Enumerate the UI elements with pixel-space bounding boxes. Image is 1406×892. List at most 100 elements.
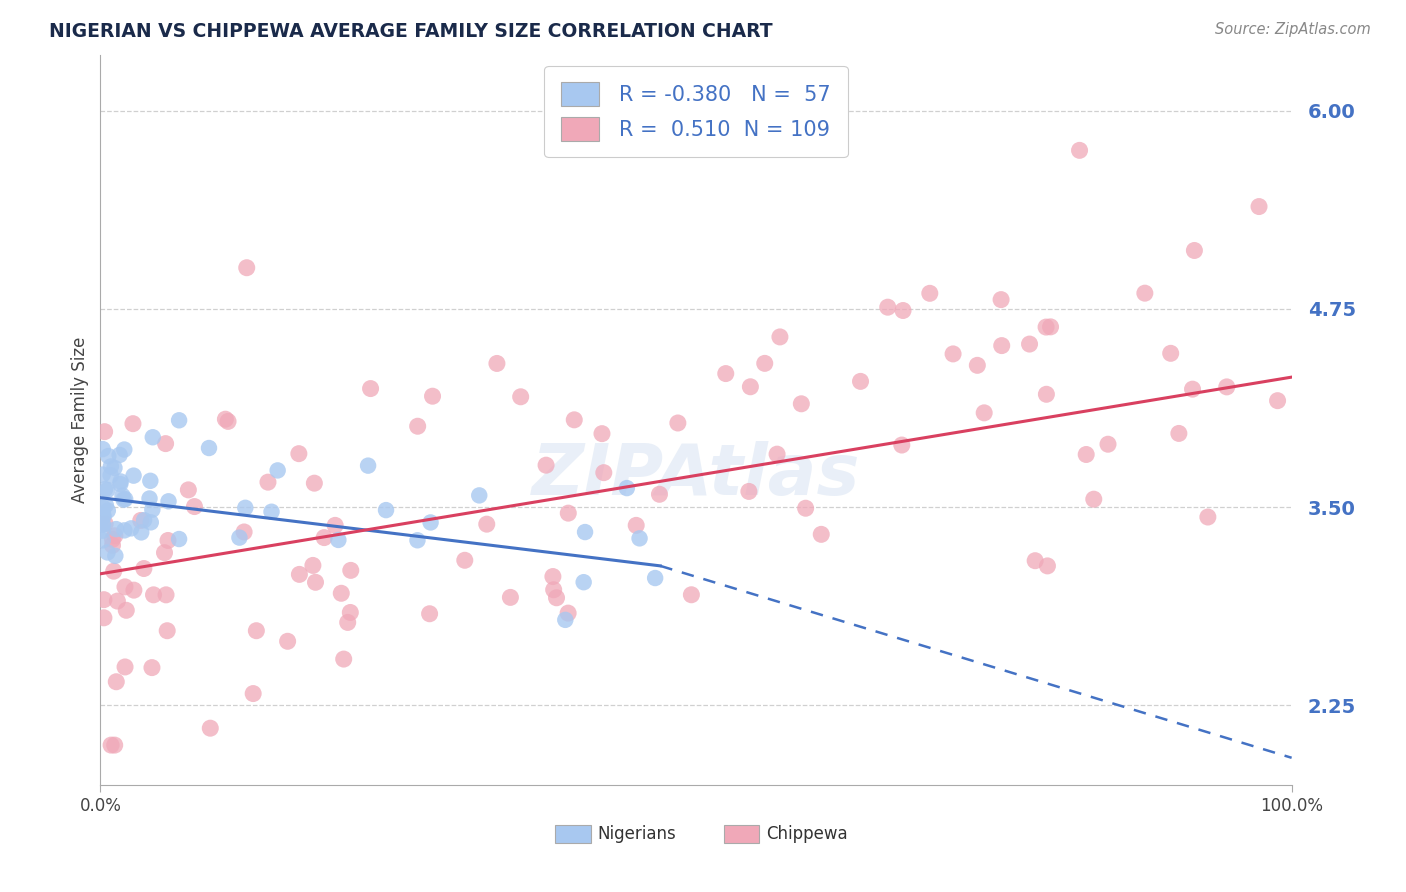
Point [112,492,135,507]
Point [406,419,429,434]
Point [1024,554,1046,568]
Point [574,524,596,539]
Point [810,527,832,541]
Point [918,286,941,301]
Point [754,356,776,370]
Point [103,564,125,578]
Point [314,531,336,545]
Point [304,476,326,491]
Point [183,500,205,514]
Point [100,459,122,474]
Text: Source: ZipAtlas.com: Source: ZipAtlas.com [1215,22,1371,37]
Point [177,483,200,497]
Point [101,533,124,547]
Point [572,575,595,590]
Point [91,533,114,548]
Point [105,674,128,689]
Point [849,375,872,389]
Point [217,414,239,428]
Text: Nigerians: Nigerians [598,825,676,843]
Point [122,417,145,431]
Point [242,687,264,701]
Legend: R = -0.380   N =  57, R =  0.510  N = 109: R = -0.380 N = 57, R = 0.510 N = 109 [544,65,848,157]
Point [96,483,118,497]
Point [509,390,531,404]
Point [330,586,353,600]
Point [93,611,115,625]
Point [541,569,564,583]
Y-axis label: Average Family Size: Average Family Size [72,337,89,503]
Point [129,513,152,527]
Point [616,481,638,495]
Point [112,524,135,538]
Point [214,412,236,426]
Point [1167,426,1189,441]
Point [644,571,666,585]
Point [91,500,114,515]
Point [167,413,190,427]
Point [339,563,361,577]
Point [107,594,129,608]
Point [891,303,914,318]
Point [1184,244,1206,258]
Point [554,613,576,627]
Point [100,738,122,752]
Point [233,524,256,539]
Point [235,260,257,275]
Point [966,359,988,373]
Point [1036,558,1059,573]
Point [156,533,179,548]
Point [91,517,114,532]
Point [475,517,498,532]
Point [562,413,585,427]
Point [141,502,163,516]
Point [153,546,176,560]
Point [114,580,136,594]
Point [1035,320,1057,334]
Point [790,397,813,411]
Point [302,558,325,573]
Point [97,503,120,517]
Point [200,721,222,735]
Point [942,347,965,361]
Point [357,458,380,473]
Point [260,505,283,519]
Point [1197,510,1219,524]
Point [422,389,444,403]
Point [592,466,614,480]
Point [1247,200,1270,214]
Point [769,330,792,344]
Point [142,430,165,444]
Point [890,438,912,452]
Point [499,591,522,605]
Point [304,575,326,590]
Point [336,615,359,630]
Point [1035,387,1057,401]
Point [485,356,508,370]
Point [454,553,477,567]
Point [1069,144,1091,158]
Point [94,483,117,497]
Point [973,406,995,420]
Point [100,468,122,483]
Point [419,516,441,530]
Point [277,634,299,648]
Point [1160,346,1182,360]
Point [96,545,118,559]
Point [714,367,737,381]
Point [328,533,350,547]
Point [681,588,703,602]
Point [1076,448,1098,462]
Point [139,516,162,530]
Point [110,477,132,491]
Point [360,382,382,396]
Point [115,603,138,617]
Text: Chippewa: Chippewa [766,825,848,843]
Point [288,567,311,582]
Point [114,660,136,674]
Point [557,606,579,620]
Point [339,606,361,620]
Point [91,517,114,532]
Point [108,448,131,462]
Point [93,592,115,607]
